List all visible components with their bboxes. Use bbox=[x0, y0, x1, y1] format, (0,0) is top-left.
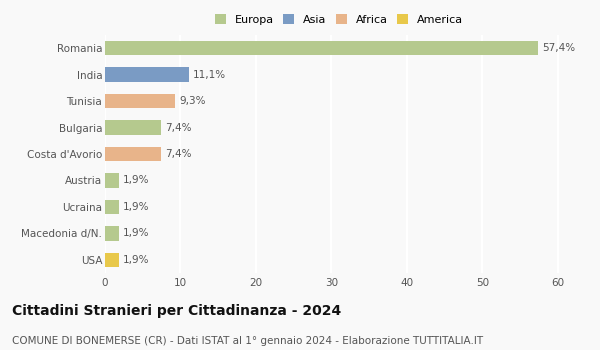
Text: 11,1%: 11,1% bbox=[193, 70, 226, 80]
Bar bbox=[105, 94, 175, 108]
Text: COMUNE DI BONEMERSE (CR) - Dati ISTAT al 1° gennaio 2024 - Elaborazione TUTTITAL: COMUNE DI BONEMERSE (CR) - Dati ISTAT al… bbox=[12, 336, 483, 346]
Text: Cittadini Stranieri per Cittadinanza - 2024: Cittadini Stranieri per Cittadinanza - 2… bbox=[12, 304, 341, 318]
Bar bbox=[105, 147, 161, 161]
Legend: Europa, Asia, Africa, America: Europa, Asia, Africa, America bbox=[215, 14, 463, 25]
Text: 7,4%: 7,4% bbox=[164, 122, 191, 133]
Bar bbox=[105, 226, 119, 240]
Text: 1,9%: 1,9% bbox=[123, 175, 149, 186]
Text: 9,3%: 9,3% bbox=[179, 96, 205, 106]
Bar bbox=[105, 173, 119, 188]
Bar bbox=[105, 41, 538, 56]
Bar bbox=[105, 68, 189, 82]
Text: 1,9%: 1,9% bbox=[123, 228, 149, 238]
Text: 7,4%: 7,4% bbox=[164, 149, 191, 159]
Bar bbox=[105, 252, 119, 267]
Bar bbox=[105, 199, 119, 214]
Text: 1,9%: 1,9% bbox=[123, 255, 149, 265]
Text: 57,4%: 57,4% bbox=[542, 43, 575, 53]
Text: 1,9%: 1,9% bbox=[123, 202, 149, 212]
Bar bbox=[105, 120, 161, 135]
